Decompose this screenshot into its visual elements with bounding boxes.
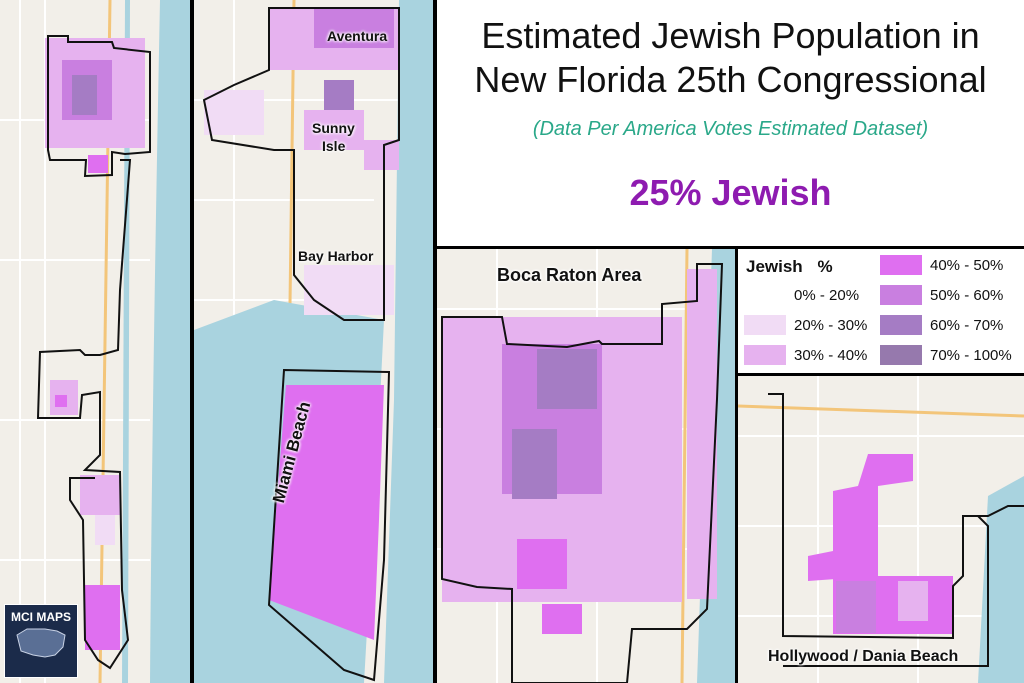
boca-raton-map <box>437 249 735 683</box>
legend-label: 20% - 30% <box>794 316 868 334</box>
logo-text: MCI MAPS <box>11 610 71 624</box>
legend-label: 30% - 40% <box>794 346 868 364</box>
coastal-strip-map <box>0 0 190 683</box>
legend-item: 20% - 30% <box>744 315 867 335</box>
legend-label: 40% - 50% <box>930 256 1004 274</box>
label-aventura: Aventura <box>327 28 388 44</box>
legend-swatch <box>880 255 922 275</box>
precinct-shading <box>204 8 399 640</box>
precinct-shading <box>442 269 717 634</box>
legend-header-unit: % <box>817 257 833 276</box>
legend-header-name: Jewish <box>746 257 803 276</box>
hollywood-map <box>738 376 1024 683</box>
map-panel-boca-raton: Boca Raton Area <box>437 249 735 683</box>
legend-item: 70% - 100% <box>880 345 1012 365</box>
legend-swatch <box>880 315 922 335</box>
precinct-shading <box>808 454 953 634</box>
legend-label: 70% - 100% <box>930 346 1012 364</box>
legend-label: 50% - 60% <box>930 286 1004 304</box>
legend-item: 60% - 70% <box>880 315 1003 335</box>
label-bay-harbor: Bay Harbor <box>298 248 374 264</box>
precinct-shading <box>45 38 145 650</box>
headline-stat: 25% Jewish <box>629 172 832 213</box>
label-hollywood-dania: Hollywood / Dania Beach <box>768 648 959 665</box>
label-sunny: Sunny <box>312 120 355 136</box>
legend-swatch <box>744 345 786 365</box>
legend-swatch <box>880 345 922 365</box>
title-box: Estimated Jewish Population in New Flori… <box>437 0 1024 246</box>
map-title: Estimated Jewish Population in New Flori… <box>437 14 1024 102</box>
map-panel-miami-beach: Aventura Sunny Isle Bay Harbor Miami Bea… <box>194 0 433 683</box>
title-line-2: New Florida 25th Congressional <box>474 59 987 100</box>
legend-swatch <box>744 285 786 305</box>
map-panel-coastal-strip: MCI MAPS <box>0 0 190 683</box>
mci-maps-logo: MCI MAPS <box>4 604 78 678</box>
legend-header: Jewish % <box>746 257 833 277</box>
map-subtitle: (Data Per America Votes Estimated Datase… <box>532 118 929 140</box>
legend-swatch <box>880 285 922 305</box>
label-isle: Isle <box>322 138 346 154</box>
legend-item: 0% - 20% <box>744 285 859 305</box>
legend-item: 50% - 60% <box>880 285 1003 305</box>
label-boca-raton: Boca Raton Area <box>497 265 642 285</box>
legend-item: 40% - 50% <box>880 255 1003 275</box>
title-line-1: Estimated Jewish Population in <box>481 15 980 56</box>
legend-swatch <box>744 315 786 335</box>
legend-label: 0% - 20% <box>794 286 860 304</box>
legend-item: 30% - 40% <box>744 345 867 365</box>
usa-map-icon <box>16 628 66 658</box>
legend-label: 60% - 70% <box>930 316 1004 334</box>
map-panel-hollywood: Hollywood / Dania Beach <box>738 376 1024 683</box>
miami-beach-map <box>194 0 433 683</box>
legend: Jewish % 0% - 20% 20% - 30% 30% - 40% 40… <box>738 249 1024 373</box>
